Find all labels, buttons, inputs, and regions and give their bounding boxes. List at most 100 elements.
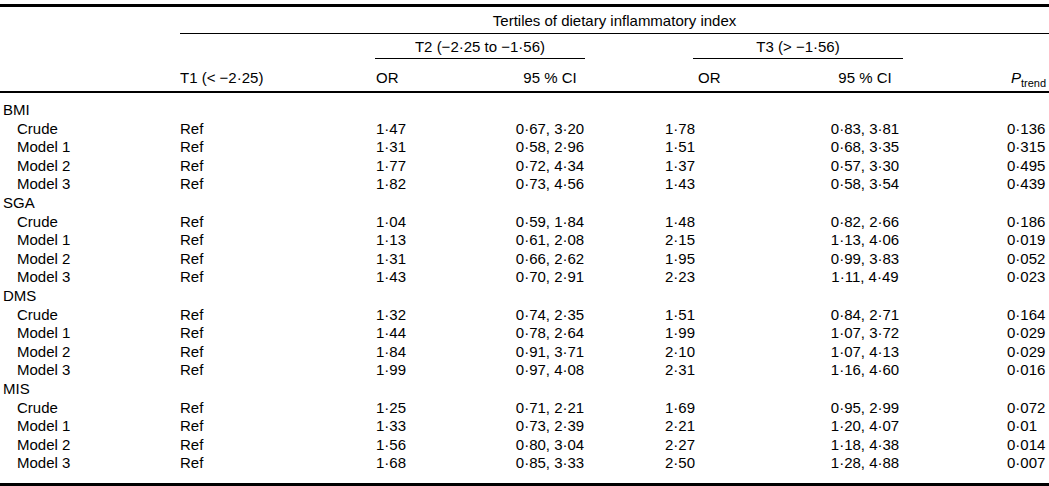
empty-header-cell: [0, 6, 180, 35]
t2-or-value: 1·33: [373, 417, 455, 436]
t1-value: Ref: [180, 138, 373, 157]
column-header-row: T1 (< −2·25) OR 95 % CI OR 95 % CI Ptren…: [0, 59, 1049, 92]
p-trend-column-header: Ptrend: [985, 59, 1049, 92]
t1-value: Ref: [180, 436, 373, 455]
p-trend-value: 0·439: [985, 175, 1049, 194]
t2-ci-value: 0·59, 1·84: [455, 213, 645, 232]
data-row: Model 2Ref1·560·80, 3·042·271·18, 4·380·…: [0, 436, 1049, 455]
t2-or-value: 1·56: [373, 436, 455, 455]
p-trend-value: 0·029: [985, 343, 1049, 362]
t3-or-value: 1·99: [645, 324, 745, 343]
t3-or-value: 1·95: [645, 250, 745, 269]
p-trend-value: 0·014: [985, 436, 1049, 455]
t3-ci-value: 0·57, 3·30: [745, 157, 985, 176]
t1-value: Ref: [180, 306, 373, 325]
t3-or-value: 2·31: [645, 361, 745, 380]
t2-or-value: 1·04: [373, 213, 455, 232]
t3-ci-column-header: 95 % CI: [745, 59, 985, 92]
data-row: Model 3Ref1·680·85, 3·332·501·28, 4·880·…: [0, 454, 1049, 484]
top-spanner-row: Tertiles of dietary inflammatory index: [0, 6, 1049, 35]
t3-ci-value: 1·13, 4·06: [745, 231, 985, 250]
t2-or-value: 1·25: [373, 399, 455, 418]
p-trend-value: 0·007: [985, 454, 1049, 484]
p-trend-value: 0·186: [985, 213, 1049, 232]
t3-ci-value: 1·16, 4·60: [745, 361, 985, 380]
t2-or-value: 1·43: [373, 268, 455, 287]
t3-or-value: 1·78: [645, 120, 745, 139]
t2-ci-value: 0·58, 2·96: [455, 138, 645, 157]
data-row: Model 3Ref1·990·97, 4·082·311·16, 4·600·…: [0, 361, 1049, 380]
t3-ci-value: 0·84, 2·71: [745, 306, 985, 325]
t2-ci-value: 0·78, 2·64: [455, 324, 645, 343]
data-row: CrudeRef1·320·74, 2·351·510·84, 2·710·16…: [0, 306, 1049, 325]
t2-or-column-header: OR: [373, 59, 455, 92]
t1-value: Ref: [180, 417, 373, 436]
section-label: BMI: [0, 92, 1049, 120]
table-spanner-title: Tertiles of dietary inflammatory index: [180, 12, 1049, 34]
t3-ci-value: 1·11, 4·49: [745, 268, 985, 287]
t3-ci-value: 1·07, 3·72: [745, 324, 985, 343]
t3-or-value: 1·69: [645, 399, 745, 418]
p-trend-value: 0·016: [985, 361, 1049, 380]
row-label: Crude: [0, 213, 180, 232]
t2-or-value: 1·84: [373, 343, 455, 362]
section-label: MIS: [0, 380, 1049, 399]
t2-or-value: 1·32: [373, 306, 455, 325]
t2-ci-value: 0·74, 2·35: [455, 306, 645, 325]
t3-ci-value: 0·95, 2·99: [745, 399, 985, 418]
t1-value: Ref: [180, 250, 373, 269]
data-row: Model 1Ref1·440·78, 2·641·991·07, 3·720·…: [0, 324, 1049, 343]
t2-ci-value: 0·71, 2·21: [455, 399, 645, 418]
top-spanner-cell: Tertiles of dietary inflammatory index: [180, 6, 1049, 35]
t3-or-value: 2·21: [645, 417, 745, 436]
t2-ci-value: 0·85, 3·33: [455, 454, 645, 484]
t1-value: Ref: [180, 343, 373, 362]
section-header-row: BMI: [0, 92, 1049, 120]
p-trend-value: 0·164: [985, 306, 1049, 325]
t3-or-value: 2·23: [645, 268, 745, 287]
row-label: Model 1: [0, 231, 180, 250]
row-label: Model 1: [0, 138, 180, 157]
p-trend-value: 0·029: [985, 324, 1049, 343]
t3-spanner-label: T3 (> −1·56): [693, 38, 903, 59]
t2-ci-value: 0·72, 4·34: [455, 157, 645, 176]
data-row: Model 2Ref1·770·72, 4·341·370·57, 3·300·…: [0, 157, 1049, 176]
t1-value: Ref: [180, 213, 373, 232]
row-label: Model 3: [0, 268, 180, 287]
data-row: Model 3Ref1·820·73, 4·561·430·58, 3·540·…: [0, 175, 1049, 194]
t2-ci-column-header: 95 % CI: [455, 59, 645, 92]
t3-or-value: 1·51: [645, 306, 745, 325]
t1-value: Ref: [180, 268, 373, 287]
t2-or-value: 1·44: [373, 324, 455, 343]
t3-ci-value: 0·68, 3·35: [745, 138, 985, 157]
t2-or-value: 1·68: [373, 454, 455, 484]
p-trend-value: 0·072: [985, 399, 1049, 418]
row-label: Model 3: [0, 175, 180, 194]
t3-ci-value: 0·83, 3·81: [745, 120, 985, 139]
paper-table-page: Tertiles of dietary inflammatory index T…: [0, 0, 1049, 486]
p-trend-value: 0·023: [985, 268, 1049, 287]
t1-value: Ref: [180, 175, 373, 194]
tertile-spanner-row: T2 (−2·25 to −1·56) T3 (> −1·56): [0, 34, 1049, 59]
empty-header-cell: [180, 34, 373, 59]
t3-ci-value: 0·58, 3·54: [745, 175, 985, 194]
data-row: CrudeRef1·250·71, 2·211·690·95, 2·990·07…: [0, 399, 1049, 418]
t1-value: Ref: [180, 157, 373, 176]
t3-or-column-header: OR: [645, 59, 745, 92]
t2-ci-value: 0·97, 4·08: [455, 361, 645, 380]
t2-or-value: 1·47: [373, 120, 455, 139]
t1-value: Ref: [180, 399, 373, 418]
t2-or-value: 1·77: [373, 157, 455, 176]
p-trend-value: 0·052: [985, 250, 1049, 269]
row-label: Model 3: [0, 454, 180, 484]
p-trend-value: 0·019: [985, 231, 1049, 250]
row-label: Model 2: [0, 250, 180, 269]
data-row: CrudeRef1·470·67, 3·201·780·83, 3·810·13…: [0, 120, 1049, 139]
row-label: Model 3: [0, 361, 180, 380]
t1-value: Ref: [180, 324, 373, 343]
t3-or-value: 2·10: [645, 343, 745, 362]
t2-spanner-label: T2 (−2·25 to −1·56): [375, 38, 585, 59]
section-header-row: SGA: [0, 194, 1049, 213]
p-trend-value: 0·315: [985, 138, 1049, 157]
t3-or-value: 1·51: [645, 138, 745, 157]
